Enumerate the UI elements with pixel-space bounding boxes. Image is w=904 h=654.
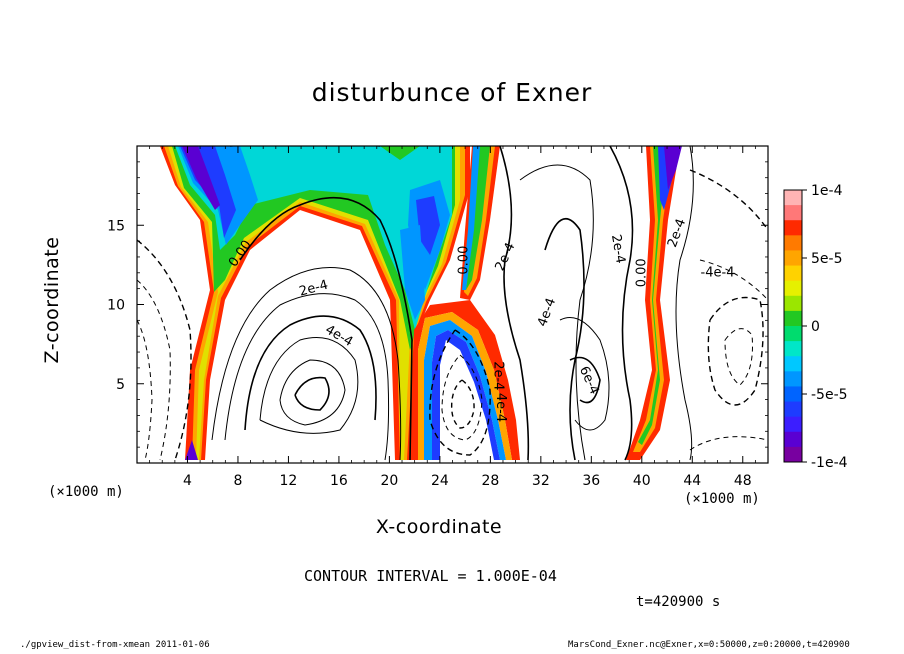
- colorbar-tick-label: -5e-5: [811, 387, 848, 403]
- colorbar-swatch: [784, 401, 802, 418]
- colorbar-swatch: [784, 250, 802, 267]
- time-label: t=420900 s: [636, 594, 721, 610]
- x-tick-label: 24: [431, 473, 449, 489]
- colorbar-swatch: [784, 416, 802, 433]
- x-tick-label: 8: [233, 473, 242, 489]
- colorbar-tick-label: 5e-5: [811, 251, 842, 267]
- x-tick-label: 16: [330, 473, 348, 489]
- x-unit-label-right: (×1000 m): [684, 491, 760, 507]
- colorbar-swatch: [784, 235, 802, 251]
- x-tick-label: 20: [380, 473, 398, 489]
- colorbar-swatch: [784, 295, 802, 312]
- contour-label: 0.00: [456, 246, 471, 275]
- colorbar-swatch: [784, 326, 802, 342]
- contour-label: 0.00: [634, 258, 649, 287]
- colorbar-swatch: [784, 265, 802, 282]
- contour-label: 6e-4: [576, 364, 602, 397]
- y-axis-ticks: 5 10 15: [107, 161, 768, 448]
- footer-data-source: MarsCond_Exner.nc@Exner,x=0:50000,z=0:20…: [568, 640, 850, 650]
- x-axis-label-text: X-coordinate: [375, 516, 503, 538]
- colorbar-swatch: [784, 205, 802, 221]
- colorbar-swatch: [784, 341, 802, 357]
- colorbar-swatch: [784, 356, 802, 372]
- contour-label: 2e-4: [490, 361, 505, 390]
- colorbar-tick-label: 0: [811, 319, 820, 335]
- x-tick-label: 48: [734, 473, 752, 489]
- x-tick-label: 40: [633, 473, 651, 489]
- colorbar-tick-label: 1e-4: [811, 183, 843, 199]
- colorbar-swatch: [784, 220, 802, 236]
- x-tick-label: 32: [532, 473, 550, 489]
- contour-label: -4e-4: [701, 265, 735, 280]
- colorbar: 1e-4 5e-5 0 -5e-5 -1e-4: [783, 183, 848, 471]
- colorbar-swatch: [784, 446, 802, 463]
- x-tick-label: 28: [481, 473, 499, 489]
- x-axis-ticks: 4 8 12 16 20 24 28 32 36 40 44 48: [149, 146, 756, 489]
- shaded-field: [160, 146, 682, 460]
- y-tick-label: 10: [107, 298, 125, 314]
- x-tick-label: 36: [582, 473, 600, 489]
- x-axis-label: X-coordinate: [0, 516, 904, 538]
- contour-lines: [137, 146, 768, 461]
- colorbar-swatch: [784, 431, 802, 448]
- colorbar-tick-label: -1e-4: [811, 455, 848, 471]
- chart-title: disturbunce of Exner: [311, 78, 593, 107]
- y-tick-label: 5: [116, 377, 125, 393]
- contour-label: 2e-4: [298, 278, 330, 300]
- contour-label: 4e-4: [323, 322, 356, 350]
- x-unit-label-left: (×1000 m): [48, 484, 124, 500]
- contour-label: 4e-4: [493, 393, 508, 422]
- contour-interval-label: CONTOUR INTERVAL = 1.000E-04: [304, 567, 557, 585]
- colorbar-swatch: [784, 310, 802, 327]
- colorbar-swatch: [784, 190, 802, 206]
- contour-label: 2e-4: [665, 217, 689, 250]
- colorbar-swatch: [784, 386, 802, 403]
- x-tick-label: 12: [280, 473, 298, 489]
- contour-label: 2e-4: [608, 233, 628, 264]
- contour-label: 4e-4: [535, 296, 559, 329]
- contour-label: 2e-4: [493, 241, 519, 274]
- colorbar-swatch: [784, 280, 802, 297]
- footer-script-info: ./gpview_dist-from-xmean 2011-01-06: [20, 640, 210, 650]
- x-tick-label: 4: [183, 473, 192, 489]
- colorbar-swatch: [784, 371, 802, 387]
- y-tick-label: 15: [107, 218, 125, 234]
- x-tick-label: 44: [683, 473, 701, 489]
